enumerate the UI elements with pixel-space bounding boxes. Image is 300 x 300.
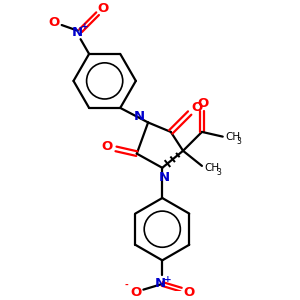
Text: O: O: [183, 286, 194, 299]
Text: CH: CH: [205, 163, 220, 173]
Text: N: N: [72, 26, 83, 39]
Text: 3: 3: [216, 168, 221, 177]
Text: O: O: [101, 140, 112, 153]
Text: N: N: [159, 171, 170, 184]
Text: O: O: [197, 97, 208, 110]
Text: -: -: [124, 281, 128, 290]
Text: +: +: [164, 275, 172, 284]
Text: O: O: [130, 286, 142, 299]
Text: O: O: [98, 2, 109, 14]
Text: N: N: [155, 277, 166, 290]
Text: N: N: [134, 110, 145, 123]
Text: 3: 3: [237, 137, 242, 146]
Text: +: +: [82, 22, 89, 32]
Text: CH: CH: [226, 132, 241, 142]
Text: O: O: [192, 101, 203, 114]
Text: O: O: [49, 16, 60, 29]
